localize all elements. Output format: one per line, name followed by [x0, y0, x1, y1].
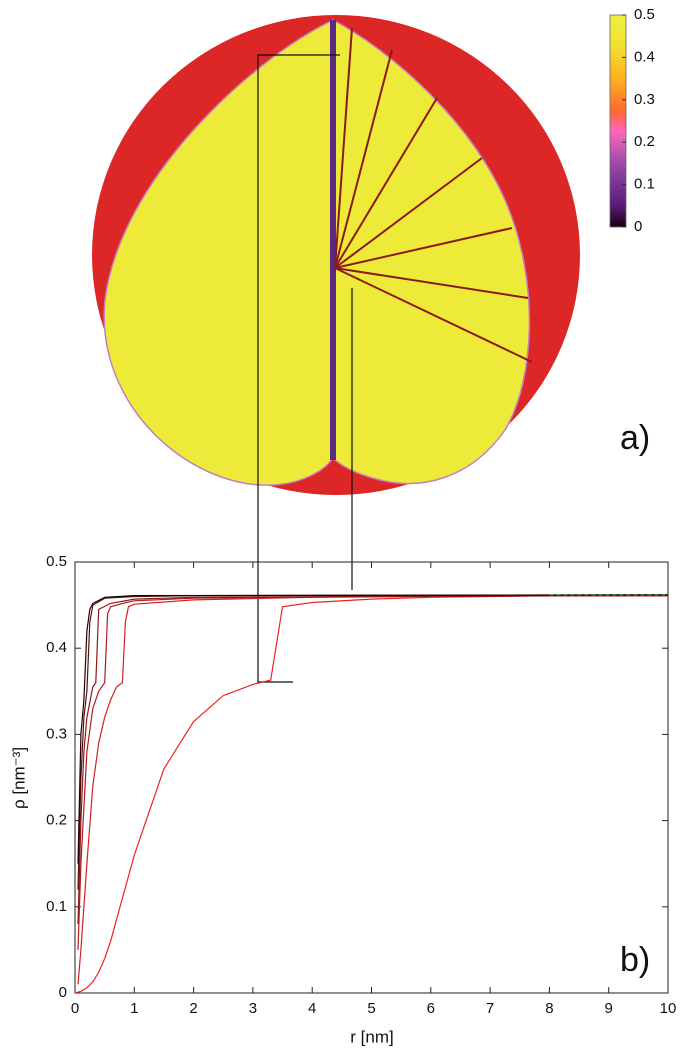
panel-label: b) [620, 941, 650, 979]
series-line [77, 595, 669, 925]
x-tick-label: 4 [308, 1000, 316, 1017]
sphere-render [92, 15, 580, 683]
x-tick-label: 0 [71, 1000, 79, 1017]
y-tick-label: 0.3 [46, 725, 67, 742]
x-tick-label: 8 [545, 1000, 553, 1017]
colorbar-tick-label: 0.5 [634, 6, 655, 23]
y-tick-label: 0.2 [46, 812, 67, 829]
x-tick-label: 6 [427, 1000, 435, 1017]
colorbar-tick-label: 0.4 [634, 48, 655, 65]
colorbar [609, 14, 627, 228]
colorbar-tick-label: 0.3 [634, 91, 655, 108]
x-tick-label: 9 [605, 1000, 613, 1017]
y-tick-label: 0 [59, 984, 67, 1001]
y-tick-label: 0.4 [46, 639, 67, 656]
x-tick-label: 2 [189, 1000, 197, 1017]
x-tick-label: 10 [660, 1000, 677, 1017]
x-tick-label: 7 [486, 1000, 494, 1017]
x-tick-label: 5 [367, 1000, 375, 1017]
y-axis-label: ρ [nm⁻³] [9, 747, 28, 809]
y-tick-label: 0.1 [46, 898, 67, 915]
series-line [77, 594, 669, 864]
colorbar-tick-label: 0 [634, 218, 642, 235]
series-line [77, 594, 669, 890]
x-tick-label: 3 [249, 1000, 257, 1017]
series-line [74, 595, 668, 994]
plot-frame [74, 561, 669, 994]
colorbar-tick-label: 0.2 [634, 133, 655, 150]
x-axis-label: r [nm] [350, 1027, 393, 1046]
panel-label: a) [620, 419, 650, 457]
series-line [77, 595, 668, 985]
series-line [77, 595, 669, 950]
x-tick-label: 1 [130, 1000, 138, 1017]
y-tick-label: 0.5 [46, 553, 67, 570]
colorbar-tick-label: 0.1 [634, 176, 655, 193]
